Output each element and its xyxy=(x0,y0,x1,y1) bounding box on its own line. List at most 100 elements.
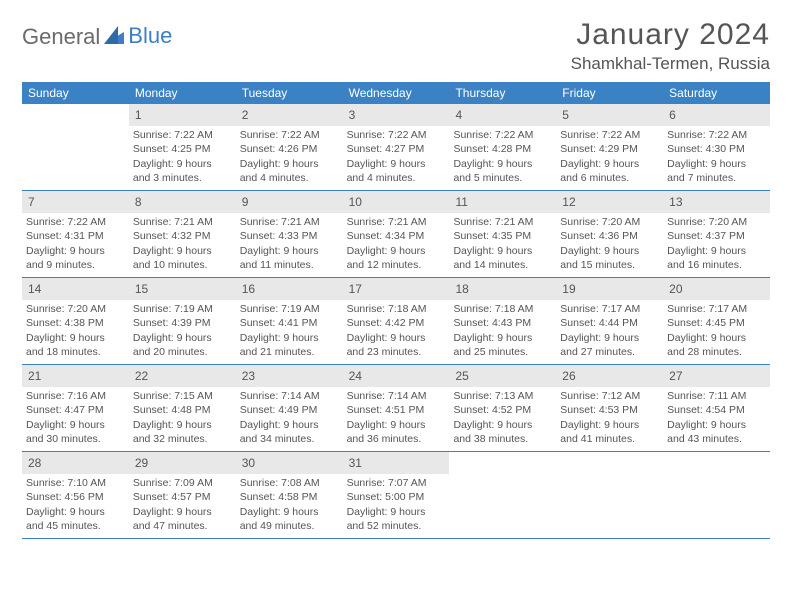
day-details: Sunrise: 7:14 AMSunset: 4:49 PMDaylight:… xyxy=(236,389,343,450)
day-details: Sunrise: 7:20 AMSunset: 4:36 PMDaylight:… xyxy=(556,215,663,276)
day-number: 26 xyxy=(556,365,663,387)
sunset-line: Sunset: 4:51 PM xyxy=(347,403,446,417)
day-number: 21 xyxy=(22,365,129,387)
week-row: 7Sunrise: 7:22 AMSunset: 4:31 PMDaylight… xyxy=(22,191,770,278)
day-number: 18 xyxy=(449,278,556,300)
sunset-line: Sunset: 4:34 PM xyxy=(347,229,446,243)
day-details: Sunrise: 7:21 AMSunset: 4:33 PMDaylight:… xyxy=(236,215,343,276)
day-details: Sunrise: 7:07 AMSunset: 5:00 PMDaylight:… xyxy=(343,476,450,537)
daylight-line: and 41 minutes. xyxy=(560,432,659,446)
day-number: 6 xyxy=(663,104,770,126)
daylight-line: Daylight: 9 hours xyxy=(347,331,446,345)
sunrise-line: Sunrise: 7:21 AM xyxy=(453,215,552,229)
day-cell: 17Sunrise: 7:18 AMSunset: 4:42 PMDayligh… xyxy=(343,278,450,364)
daylight-line: Daylight: 9 hours xyxy=(240,418,339,432)
day-details: Sunrise: 7:22 AMSunset: 4:28 PMDaylight:… xyxy=(449,128,556,189)
sunset-line: Sunset: 4:53 PM xyxy=(560,403,659,417)
logo-text-general: General xyxy=(22,24,100,50)
day-number: 8 xyxy=(129,191,236,213)
day-number: 22 xyxy=(129,365,236,387)
day-cell: 31Sunrise: 7:07 AMSunset: 5:00 PMDayligh… xyxy=(343,452,450,538)
day-number: 14 xyxy=(22,278,129,300)
daylight-line: Daylight: 9 hours xyxy=(560,157,659,171)
daylight-line: and 32 minutes. xyxy=(133,432,232,446)
daylight-line: Daylight: 9 hours xyxy=(560,244,659,258)
sunrise-line: Sunrise: 7:21 AM xyxy=(240,215,339,229)
weekday-header: Tuesday xyxy=(236,82,343,104)
day-number: 27 xyxy=(663,365,770,387)
day-details: Sunrise: 7:21 AMSunset: 4:32 PMDaylight:… xyxy=(129,215,236,276)
day-cell: 10Sunrise: 7:21 AMSunset: 4:34 PMDayligh… xyxy=(343,191,450,277)
day-details: Sunrise: 7:19 AMSunset: 4:39 PMDaylight:… xyxy=(129,302,236,363)
sunset-line: Sunset: 4:54 PM xyxy=(667,403,766,417)
day-details: Sunrise: 7:18 AMSunset: 4:42 PMDaylight:… xyxy=(343,302,450,363)
weekday-header: Wednesday xyxy=(343,82,450,104)
day-cell: 4Sunrise: 7:22 AMSunset: 4:28 PMDaylight… xyxy=(449,104,556,190)
sunset-line: Sunset: 4:48 PM xyxy=(133,403,232,417)
daylight-line: and 49 minutes. xyxy=(240,519,339,533)
sunrise-line: Sunrise: 7:17 AM xyxy=(667,302,766,316)
sunrise-line: Sunrise: 7:20 AM xyxy=(667,215,766,229)
day-cell: 3Sunrise: 7:22 AMSunset: 4:27 PMDaylight… xyxy=(343,104,450,190)
daylight-line: and 47 minutes. xyxy=(133,519,232,533)
sunset-line: Sunset: 4:25 PM xyxy=(133,142,232,156)
day-details: Sunrise: 7:13 AMSunset: 4:52 PMDaylight:… xyxy=(449,389,556,450)
sunrise-line: Sunrise: 7:15 AM xyxy=(133,389,232,403)
day-cell: 23Sunrise: 7:14 AMSunset: 4:49 PMDayligh… xyxy=(236,365,343,451)
daylight-line: Daylight: 9 hours xyxy=(347,244,446,258)
title-block: January 2024 Shamkhal-Termen, Russia xyxy=(571,18,770,74)
daylight-line: Daylight: 9 hours xyxy=(26,331,125,345)
month-title: January 2024 xyxy=(571,18,770,52)
page-header: General Blue January 2024 Shamkhal-Terme… xyxy=(22,18,770,74)
sunset-line: Sunset: 4:29 PM xyxy=(560,142,659,156)
daylight-line: and 43 minutes. xyxy=(667,432,766,446)
weekday-header: Saturday xyxy=(663,82,770,104)
daylight-line: and 21 minutes. xyxy=(240,345,339,359)
day-number: 28 xyxy=(22,452,129,474)
sunset-line: Sunset: 4:35 PM xyxy=(453,229,552,243)
day-details: Sunrise: 7:18 AMSunset: 4:43 PMDaylight:… xyxy=(449,302,556,363)
day-details: Sunrise: 7:08 AMSunset: 4:58 PMDaylight:… xyxy=(236,476,343,537)
day-details: Sunrise: 7:22 AMSunset: 4:26 PMDaylight:… xyxy=(236,128,343,189)
day-details: Sunrise: 7:16 AMSunset: 4:47 PMDaylight:… xyxy=(22,389,129,450)
daylight-line: and 18 minutes. xyxy=(26,345,125,359)
sunset-line: Sunset: 4:58 PM xyxy=(240,490,339,504)
sunset-line: Sunset: 4:41 PM xyxy=(240,316,339,330)
day-details: Sunrise: 7:09 AMSunset: 4:57 PMDaylight:… xyxy=(129,476,236,537)
daylight-line: Daylight: 9 hours xyxy=(240,157,339,171)
day-number: 12 xyxy=(556,191,663,213)
sunrise-line: Sunrise: 7:17 AM xyxy=(560,302,659,316)
day-number: 13 xyxy=(663,191,770,213)
week-row: 21Sunrise: 7:16 AMSunset: 4:47 PMDayligh… xyxy=(22,365,770,452)
daylight-line: and 7 minutes. xyxy=(667,171,766,185)
weekday-header: Sunday xyxy=(22,82,129,104)
day-number: 31 xyxy=(343,452,450,474)
day-cell: 20Sunrise: 7:17 AMSunset: 4:45 PMDayligh… xyxy=(663,278,770,364)
sunrise-line: Sunrise: 7:22 AM xyxy=(560,128,659,142)
daylight-line: Daylight: 9 hours xyxy=(667,331,766,345)
daylight-line: and 15 minutes. xyxy=(560,258,659,272)
sunset-line: Sunset: 4:28 PM xyxy=(453,142,552,156)
daylight-line: Daylight: 9 hours xyxy=(26,418,125,432)
day-number: 25 xyxy=(449,365,556,387)
sunrise-line: Sunrise: 7:22 AM xyxy=(347,128,446,142)
sunset-line: Sunset: 4:52 PM xyxy=(453,403,552,417)
day-number: 29 xyxy=(129,452,236,474)
sunrise-line: Sunrise: 7:20 AM xyxy=(560,215,659,229)
daylight-line: and 34 minutes. xyxy=(240,432,339,446)
day-cell: 6Sunrise: 7:22 AMSunset: 4:30 PMDaylight… xyxy=(663,104,770,190)
day-cell: 27Sunrise: 7:11 AMSunset: 4:54 PMDayligh… xyxy=(663,365,770,451)
day-details: Sunrise: 7:22 AMSunset: 4:31 PMDaylight:… xyxy=(22,215,129,276)
sunrise-line: Sunrise: 7:19 AM xyxy=(133,302,232,316)
daylight-line: and 27 minutes. xyxy=(560,345,659,359)
daylight-line: and 36 minutes. xyxy=(347,432,446,446)
daylight-line: Daylight: 9 hours xyxy=(560,418,659,432)
daylight-line: and 30 minutes. xyxy=(26,432,125,446)
sunset-line: Sunset: 4:38 PM xyxy=(26,316,125,330)
calendar-page: General Blue January 2024 Shamkhal-Terme… xyxy=(0,0,792,557)
day-cell: 25Sunrise: 7:13 AMSunset: 4:52 PMDayligh… xyxy=(449,365,556,451)
day-number: 17 xyxy=(343,278,450,300)
weekday-header: Friday xyxy=(556,82,663,104)
sunrise-line: Sunrise: 7:22 AM xyxy=(133,128,232,142)
daylight-line: Daylight: 9 hours xyxy=(453,244,552,258)
